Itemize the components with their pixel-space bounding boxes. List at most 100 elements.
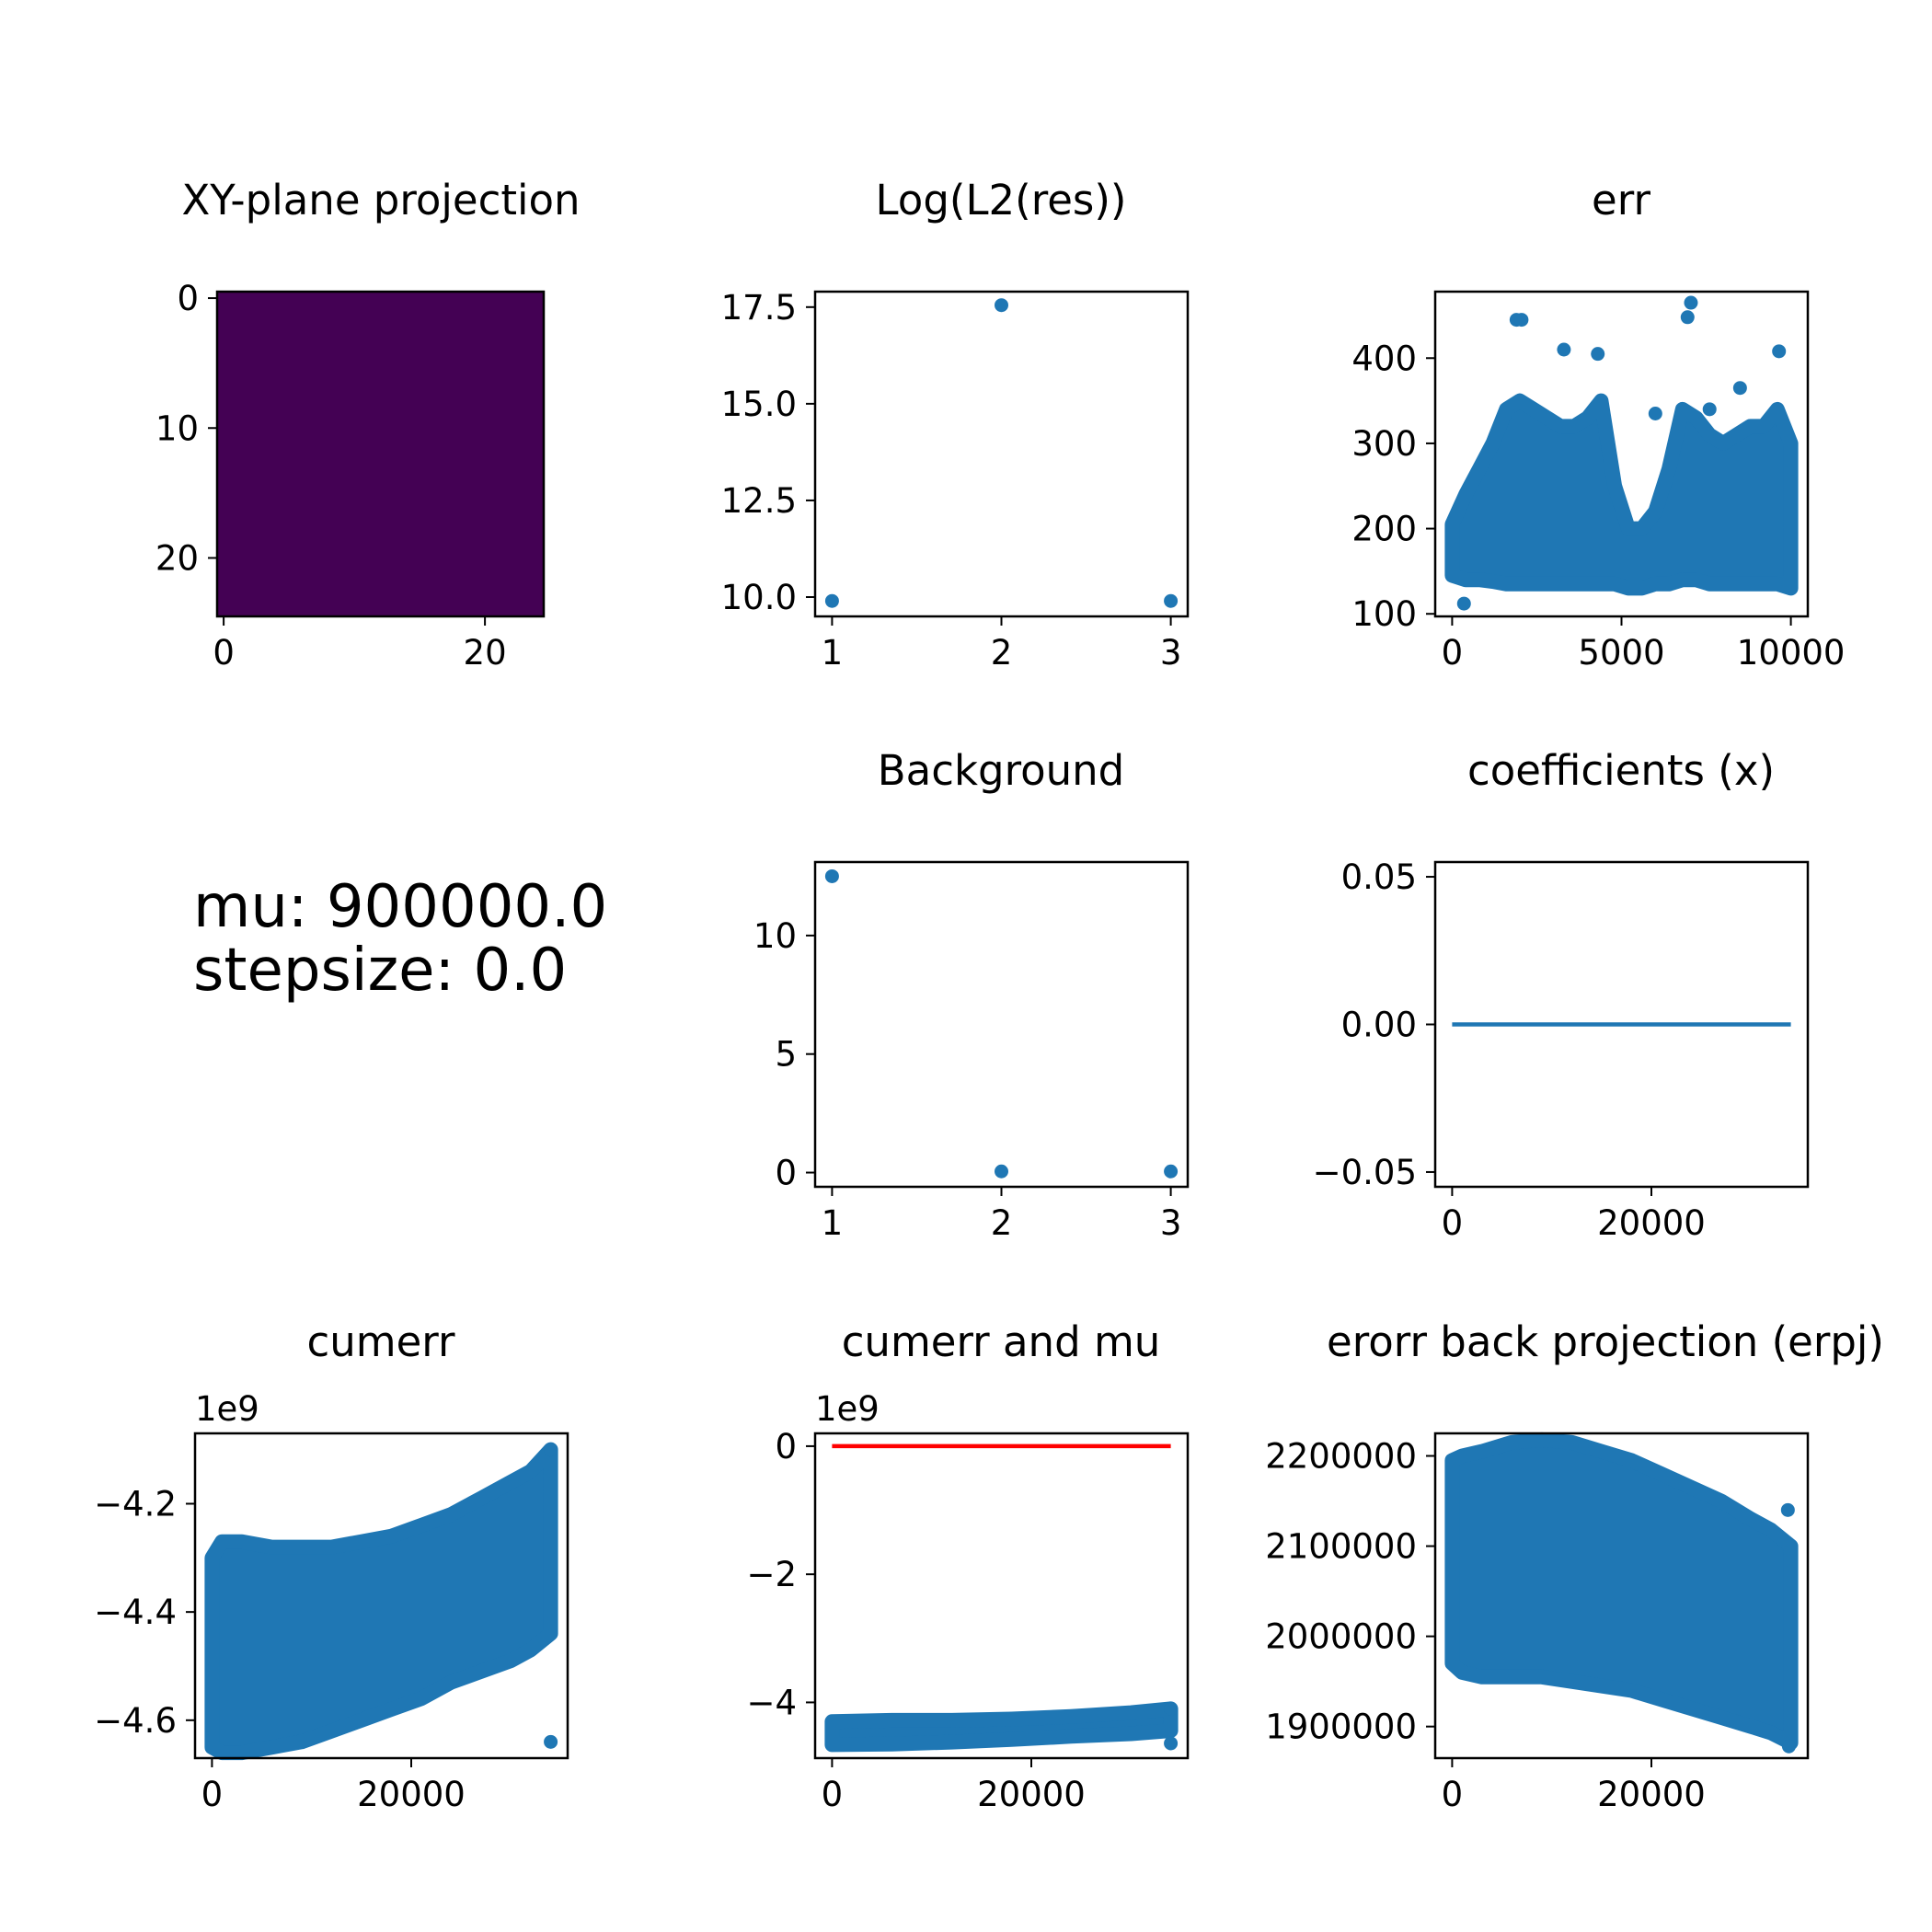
panel-title: Log(L2(res)) [876,176,1127,224]
data-point [1684,295,1698,310]
x-tick-label: 20000 [1597,1775,1706,1814]
y-tick-label: 0 [775,1154,797,1193]
panel-title: cumerr and mu [842,1317,1161,1366]
y-tick-label: 2200000 [1265,1437,1417,1477]
panel-coefficients-x: coefficients (x) 0 20000 −0.05 0.00 0.05 [1313,746,1810,1243]
x-tick-label: 20000 [357,1775,466,1814]
panel-log-l2-res: Log(L2(res)) 1 2 3 10.0 12.5 15.0 17.5 [721,176,1190,673]
data-point [544,1734,558,1749]
y-tick-label: 0 [775,1427,797,1466]
y-tick-label: −4.4 [94,1593,177,1632]
data-point [1732,381,1747,396]
offset-label: 1e9 [195,1389,259,1429]
x-tick-label: 0 [822,1775,844,1814]
scatter-cloud [204,1442,558,1761]
y-tick-label: 200 [1351,510,1417,549]
panel-error-back-projection: erorr back projection (erpj) 0 20000 19000… [1265,1317,1884,1814]
stepsize-text: stepsize: 0.0 [193,937,567,1005]
x-tick-label: 0 [1442,1775,1464,1814]
y-tick-label: −2 [746,1555,797,1594]
y-tick-label: 15.0 [721,385,797,424]
panel-err: err 0 5000 10000 100 200 300 400 [1351,176,1845,673]
y-tick-label: −4.6 [94,1701,177,1741]
x-tick-label: 0 [201,1775,224,1814]
x-tick-label: 2 [991,633,1013,673]
axes-frame [1433,1432,1810,1760]
data-point [544,1443,558,1457]
data-point [1781,1739,1796,1754]
data-point [1164,1736,1179,1751]
mu-text: mu: 900000.0 [193,873,607,941]
y-tick-label: 20 [155,538,199,578]
data-point [1514,313,1529,328]
axes-frame [813,1432,1190,1760]
y-tick-label: 10 [155,408,199,448]
data-point [1680,310,1695,325]
data-point [1780,1502,1795,1517]
offset-label: 1e9 [815,1389,880,1429]
panel-title: coefficients (x) [1467,746,1775,795]
panel-title: Background [878,746,1124,795]
data-point [824,593,839,608]
y-tick-label: 0 [177,279,199,318]
data-point [1456,596,1471,611]
axes-frame [813,290,1190,618]
y-tick-label: 300 [1351,424,1417,464]
y-tick-label: 5 [775,1035,797,1075]
axes-frame [813,860,1190,1189]
data-point [824,868,839,883]
x-tick-label: 2 [991,1203,1013,1243]
x-tick-label: 5000 [1578,633,1664,673]
x-tick-label: 3 [1160,1203,1182,1243]
y-tick-label: 400 [1351,339,1417,378]
data-point [1648,406,1662,420]
x-tick-label: 1 [822,633,844,673]
panel-title: cumerr [307,1317,455,1366]
y-tick-label: −4 [746,1683,797,1722]
heatmap-image [217,292,544,616]
data-point [1164,593,1179,608]
data-point [995,1164,1008,1179]
y-tick-label: 10 [753,916,797,956]
x-tick-label: 3 [1160,633,1182,673]
scatter-cloud [1444,1432,1799,1751]
axes-frame [215,290,546,618]
y-tick-label: 2000000 [1265,1617,1417,1657]
panel-title: err [1592,176,1650,224]
y-tick-label: 17.5 [721,288,797,328]
y-tick-label: 10.0 [721,578,797,617]
info-text: mu: 900000.0 stepsize: 0.0 [193,873,607,1005]
panel-title: XY-plane projection [181,176,580,224]
scatter-cloud [824,1701,1179,1753]
data-point [1772,344,1787,359]
y-tick-label: −4.2 [94,1484,177,1524]
x-tick-label: 0 [1442,1203,1464,1243]
y-tick-label: 0.05 [1341,857,1417,897]
y-tick-label: 2100000 [1265,1527,1417,1567]
x-tick-label: 10000 [1737,633,1846,673]
scatter-cloud [1444,393,1799,596]
panel-xy-plane-projection: XY-plane projection 0 20 0 10 20 [155,176,581,673]
y-tick-label: 1900000 [1265,1708,1417,1747]
panel-cumerr-and-mu: cumerr and mu 1e9 0 20000 −4 −2 0 [746,1317,1190,1814]
panel-background: Background 1 2 3 0 5 10 [753,746,1190,1243]
x-tick-label: 0 [213,633,235,673]
x-tick-label: 20 [464,633,507,673]
data-point [1164,1164,1179,1179]
data-point [1702,402,1717,417]
x-tick-label: 1 [822,1203,844,1243]
axes-frame [193,1432,569,1760]
data-point [1591,347,1605,362]
x-tick-label: 20000 [977,1775,1086,1814]
y-tick-label: 12.5 [721,481,797,521]
y-tick-label: 100 [1351,594,1417,634]
data-point [1557,342,1571,357]
y-tick-label: 0.00 [1341,1006,1417,1045]
x-tick-label: 0 [1442,633,1464,673]
data-point [1164,1701,1179,1716]
y-tick-label: −0.05 [1313,1153,1417,1192]
x-tick-label: 20000 [1597,1203,1706,1243]
panel-title: erorr back projection (erpj) [1327,1317,1884,1366]
data-point [995,298,1008,313]
